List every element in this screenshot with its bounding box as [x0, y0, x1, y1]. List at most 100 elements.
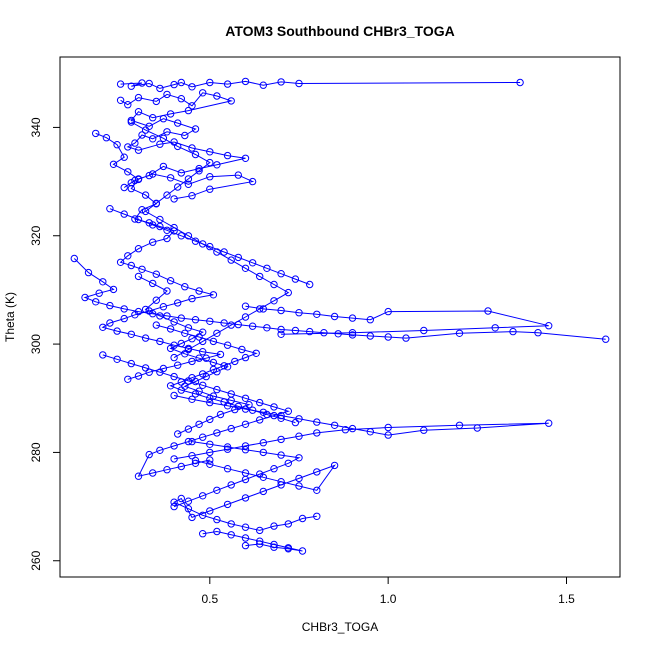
data-point: [124, 168, 132, 176]
data-point: [256, 416, 264, 424]
data-point: [602, 335, 610, 343]
data-point: [341, 426, 350, 434]
data-point: [220, 362, 228, 370]
data-point: [149, 221, 157, 229]
data-point: [241, 394, 250, 402]
data-point: [313, 310, 321, 318]
data-point: [156, 84, 164, 93]
data-point: [152, 296, 161, 304]
data-point: [166, 325, 175, 333]
data-point: [120, 210, 128, 218]
data-point: [248, 322, 257, 330]
data-point: [259, 439, 267, 447]
data-point: [206, 185, 214, 193]
series: [92, 129, 225, 383]
data-point: [223, 363, 232, 371]
data-point: [184, 345, 193, 354]
data-point: [209, 365, 218, 374]
data-point: [199, 240, 207, 248]
series: [170, 437, 303, 511]
data-point: [473, 424, 481, 432]
data-point: [124, 101, 132, 109]
data-point: [206, 440, 214, 448]
data-point: [330, 461, 339, 470]
data-point: [92, 298, 100, 306]
data-point: [174, 361, 182, 369]
data-point: [366, 316, 374, 324]
data-point: [241, 154, 250, 163]
data-point: [313, 486, 321, 494]
data-point: [256, 526, 264, 535]
data-point: [141, 191, 150, 199]
data-point: [188, 294, 196, 303]
data-point: [170, 455, 178, 463]
data-point: [134, 472, 143, 480]
data-point: [206, 148, 214, 156]
data-point: [156, 337, 164, 346]
data-point: [277, 325, 285, 334]
data-point: [223, 341, 232, 349]
data-point: [313, 468, 321, 476]
data-point: [188, 513, 196, 522]
data-point: [291, 275, 300, 283]
data-point: [295, 309, 303, 317]
data-point: [188, 452, 196, 460]
data-point: [223, 500, 232, 509]
data-point: [70, 254, 79, 263]
data-point: [348, 424, 357, 433]
data-point: [420, 426, 428, 434]
data-point: [295, 79, 303, 88]
data-point: [174, 183, 182, 191]
data-point: [170, 391, 178, 400]
data-point: [166, 344, 175, 353]
data-point: [223, 151, 232, 160]
data-point: [177, 462, 186, 471]
data-point: [177, 232, 186, 240]
data-point: [270, 403, 278, 411]
data-point: [209, 291, 218, 299]
data-point: [227, 424, 235, 433]
y-tick-label: 260: [29, 550, 43, 570]
data-point: [181, 329, 189, 337]
data-point: [199, 511, 207, 519]
data-point: [256, 398, 264, 407]
data-point: [206, 317, 214, 325]
data-point: [113, 141, 121, 149]
data-point: [109, 285, 118, 294]
data-point: [234, 402, 243, 411]
data-point: [124, 143, 132, 151]
data-point: [306, 280, 314, 289]
data-point: [188, 83, 196, 91]
x-tick-label: 1.0: [380, 592, 397, 606]
data-point: [227, 97, 235, 105]
x-axis-label: CHBr3_TOGA: [302, 620, 378, 634]
data-point: [295, 454, 303, 462]
data-point: [170, 498, 178, 506]
data-point: [184, 505, 193, 513]
data-point: [191, 456, 200, 465]
data-point: [106, 301, 114, 310]
data-point: [134, 245, 143, 253]
data-point: [227, 481, 235, 489]
series: [241, 302, 553, 338]
data-point: [188, 374, 196, 382]
data-point: [330, 421, 339, 429]
data-point: [277, 451, 285, 459]
data-point: [134, 93, 143, 102]
data-point: [284, 288, 292, 297]
series-line: [172, 460, 336, 531]
data-point: [277, 414, 285, 422]
data-point: [163, 191, 171, 199]
data-point: [199, 433, 207, 441]
data-point: [313, 512, 321, 520]
data-point: [227, 531, 235, 539]
series: [70, 254, 610, 343]
data-point: [259, 81, 267, 89]
y-tick-label: 320: [29, 225, 43, 245]
data-point: [348, 314, 357, 322]
data-point: [163, 226, 171, 235]
data-point: [238, 345, 246, 354]
x-axis: 0.5 1.0 1.5: [201, 577, 575, 606]
data-point: [159, 303, 168, 311]
y-tick-label: 300: [29, 334, 43, 354]
